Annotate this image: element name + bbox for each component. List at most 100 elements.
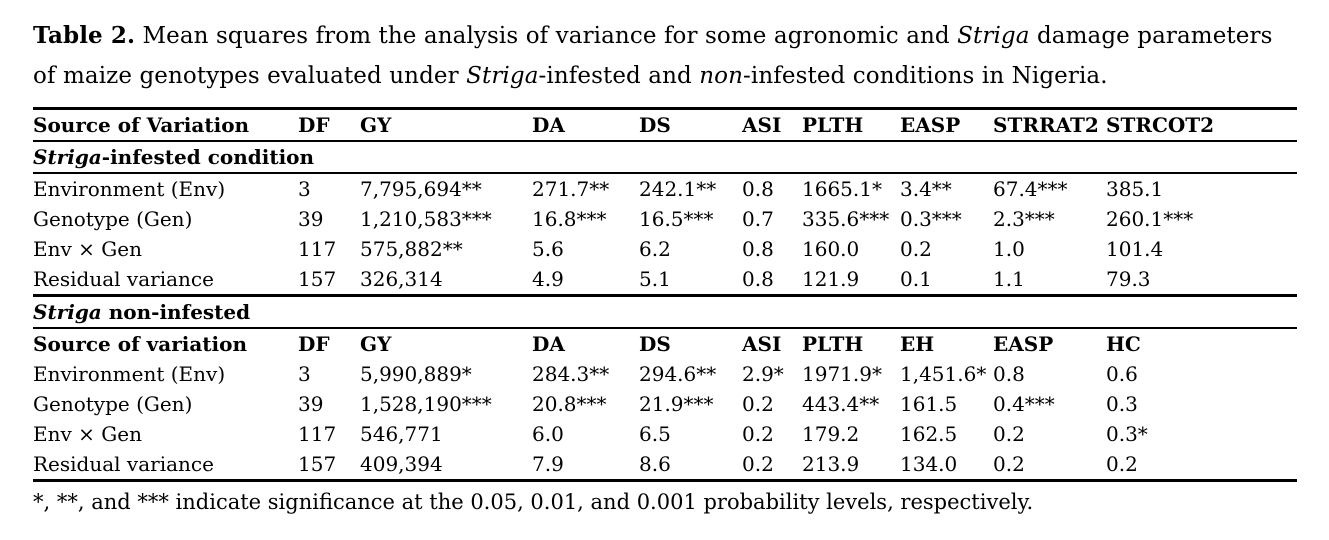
cell-ds: 5.1 — [639, 267, 671, 291]
cell-easp: 0.2 — [993, 452, 1025, 476]
cell-source: Env × Gen — [33, 422, 142, 446]
cell-df: 39 — [298, 392, 324, 416]
cell-plth: 1665.1* — [802, 177, 882, 201]
cell-asi: 0.8 — [742, 237, 774, 261]
col-header-strcot2: STRCOT2 — [1106, 113, 1215, 137]
cell-asi: 0.2 — [742, 422, 774, 446]
col-header-asi: ASI — [742, 332, 782, 356]
cell-ds: 6.2 — [639, 237, 671, 261]
header-row-infested: Source of Variation DF GY DA DS ASI PLTH… — [33, 108, 1297, 141]
cell-df: 117 — [298, 237, 337, 261]
cell-source: Environment (Env) — [33, 362, 226, 386]
cell-df: 3 — [298, 177, 311, 201]
cell-gy: 326,314 — [360, 267, 443, 291]
cell-plth: 121.9 — [802, 267, 860, 291]
caption-text: -infested conditions in Nigeria. — [743, 63, 1108, 89]
cell-da: 20.8*** — [532, 392, 607, 416]
anova-table: Source of Variation DF GY DA DS ASI PLTH… — [33, 107, 1297, 482]
cell-da: 5.6 — [532, 237, 564, 261]
cell-plth: 179.2 — [802, 422, 860, 446]
row-residual-infested: Residual variance 157 326,314 4.9 5.1 0.… — [33, 264, 1297, 296]
cell-asi: 0.8 — [742, 267, 774, 291]
cell-strrat2: 67.4*** — [993, 177, 1068, 201]
caption-text: -infested and — [538, 63, 700, 89]
cell-easp: 0.8 — [993, 362, 1025, 386]
cell-da: 7.9 — [532, 452, 564, 476]
col-header-easp: EASP — [900, 113, 961, 137]
cell-easp: 0.1 — [900, 267, 932, 291]
row-env-x-gen-infested: Env × Gen 117 575,882** 5.6 6.2 0.8 160.… — [33, 234, 1297, 264]
col-header-gy: GY — [360, 113, 392, 137]
cell-plth: 443.4** — [802, 392, 880, 416]
col-header-asi: ASI — [742, 113, 782, 137]
cell-plth: 160.0 — [802, 237, 860, 261]
cell-gy: 409,394 — [360, 452, 443, 476]
caption-non-italic: non — [699, 63, 744, 89]
cell-ds: 6.5 — [639, 422, 671, 446]
cell-strrat2: 2.3*** — [993, 207, 1055, 231]
cell-gy: 7,795,694** — [360, 177, 482, 201]
row-env-x-gen-noninfested: Env × Gen 117 546,771 6.0 6.5 0.2 179.2 … — [33, 419, 1297, 449]
cell-eh: 161.5 — [900, 392, 958, 416]
section-title-infested: Striga-infested condition — [33, 141, 1297, 173]
cell-df: 39 — [298, 207, 324, 231]
col-header-plth: PLTH — [802, 332, 864, 356]
col-header-ds: DS — [639, 332, 671, 356]
cell-plth: 335.6*** — [802, 207, 890, 231]
col-header-ds: DS — [639, 113, 671, 137]
cell-df: 157 — [298, 452, 337, 476]
striga-italic: Striga — [33, 145, 102, 169]
section-title-noninfested-text: Striga non-infested — [33, 296, 1297, 329]
col-header-df: DF — [298, 113, 330, 137]
cell-da: 6.0 — [532, 422, 564, 446]
cell-plth: 213.9 — [802, 452, 860, 476]
cell-plth: 1971.9* — [802, 362, 882, 386]
cell-strcot2: 101.4 — [1106, 237, 1164, 261]
col-header-da: DA — [532, 113, 565, 137]
col-header-hc: HC — [1106, 332, 1141, 356]
cell-da: 16.8*** — [532, 207, 607, 231]
striga-italic: Striga — [33, 300, 102, 324]
row-environment-infested: Environment (Env) 3 7,795,694** 271.7** … — [33, 173, 1297, 204]
cell-source: Genotype (Gen) — [33, 207, 193, 231]
cell-da: 4.9 — [532, 267, 564, 291]
cell-gy: 1,528,190*** — [360, 392, 492, 416]
cell-hc: 0.6 — [1106, 362, 1138, 386]
caption-table-label: Table 2. — [33, 22, 136, 49]
cell-easp: 0.2 — [993, 422, 1025, 446]
cell-da: 271.7** — [532, 177, 610, 201]
cell-strrat2: 1.0 — [993, 237, 1025, 261]
cell-ds: 8.6 — [639, 452, 671, 476]
col-header-plth: PLTH — [802, 113, 864, 137]
cell-gy: 1,210,583*** — [360, 207, 492, 231]
cell-ds: 294.6** — [639, 362, 717, 386]
col-header-easp: EASP — [993, 332, 1054, 356]
section-title-rest: -infested condition — [101, 145, 315, 169]
col-header-df: DF — [298, 332, 330, 356]
cell-easp: 3.4** — [900, 177, 952, 201]
col-header-source: Source of Variation — [33, 113, 250, 137]
cell-ds: 21.9*** — [639, 392, 714, 416]
cell-strcot2: 260.1*** — [1106, 207, 1194, 231]
col-header-strrat2: STRRAT2 — [993, 113, 1099, 137]
cell-gy: 575,882** — [360, 237, 463, 261]
cell-gy: 546,771 — [360, 422, 443, 446]
cell-strcot2: 385.1 — [1106, 177, 1164, 201]
section-title-rest: non-infested — [101, 300, 251, 324]
cell-asi: 0.7 — [742, 207, 774, 231]
cell-source: Env × Gen — [33, 237, 142, 261]
row-environment-noninfested: Environment (Env) 3 5,990,889* 284.3** 2… — [33, 359, 1297, 389]
caption-text: damage parameters of maize genotypes eva… — [33, 23, 1273, 89]
row-residual-noninfested: Residual variance 157 409,394 7.9 8.6 0.… — [33, 449, 1297, 481]
cell-df: 117 — [298, 422, 337, 446]
col-header-da: DA — [532, 332, 565, 356]
cell-eh: 1,451.6* — [900, 362, 987, 386]
cell-asi: 0.8 — [742, 177, 774, 201]
cell-easp: 0.2 — [900, 237, 932, 261]
col-header-gy: GY — [360, 332, 392, 356]
cell-df: 3 — [298, 362, 311, 386]
col-header-eh: EH — [900, 332, 935, 356]
cell-gy: 5,990,889* — [360, 362, 472, 386]
cell-source: Genotype (Gen) — [33, 392, 193, 416]
cell-source: Environment (Env) — [33, 177, 226, 201]
